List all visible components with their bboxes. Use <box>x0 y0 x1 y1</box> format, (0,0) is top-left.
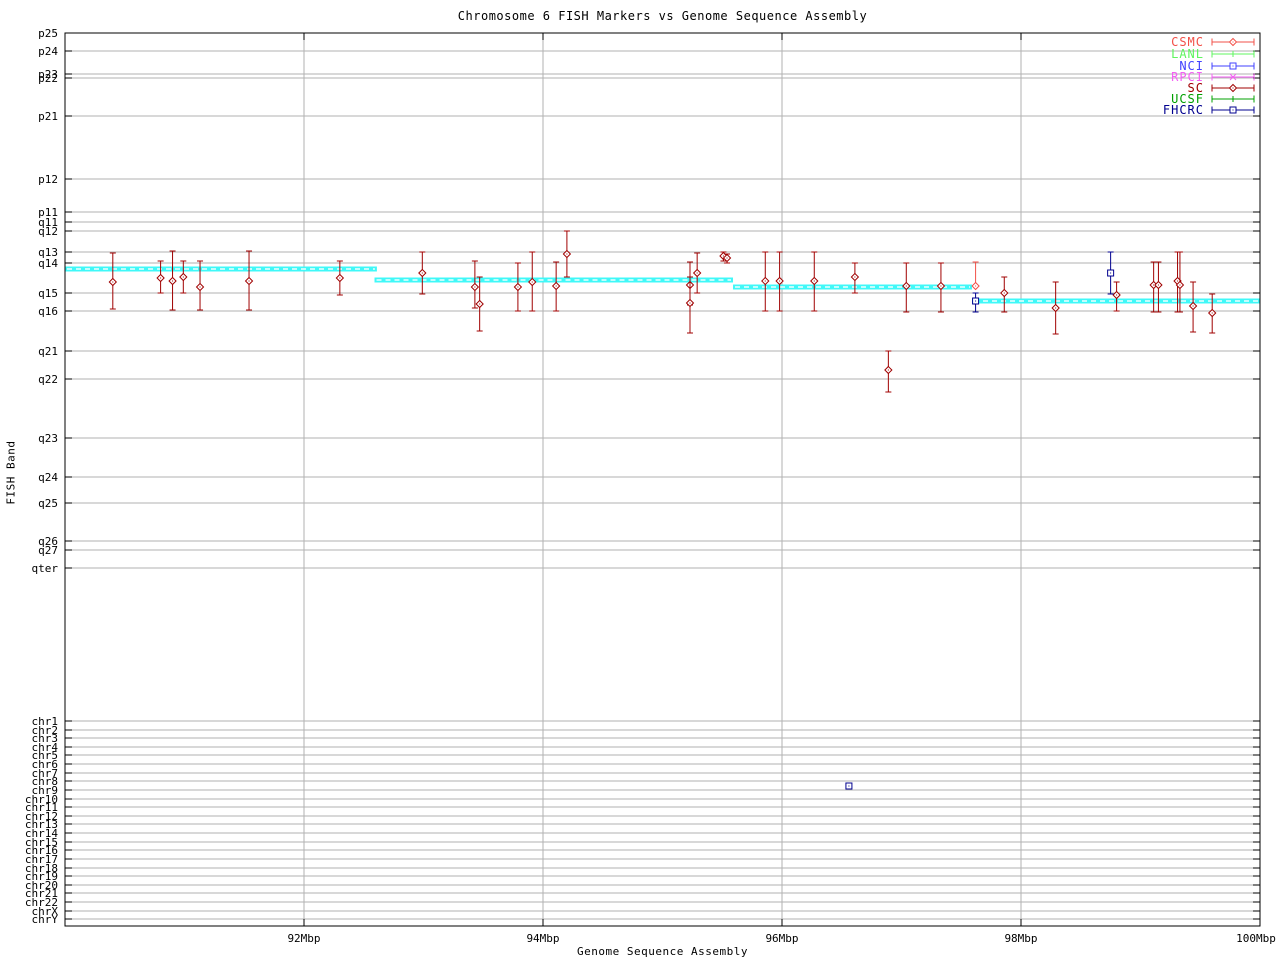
series-CSMC <box>971 261 980 291</box>
series-FHCRC <box>845 251 1115 790</box>
y-tick-label: chr5 <box>32 749 59 762</box>
y-tick-label: chr8 <box>32 775 59 788</box>
x-tick-label: 94Mbp <box>526 932 559 945</box>
y-tick-label: chr9 <box>32 784 59 797</box>
legend-label-LANL: LANL <box>1171 47 1204 61</box>
y-tick-label: chr20 <box>25 879 58 892</box>
assembly-track <box>65 266 1260 304</box>
y-tick-label: chr17 <box>25 853 58 866</box>
y-tick-label: chr3 <box>32 732 59 745</box>
y-tick-label: q16 <box>38 305 58 318</box>
y-tick-label: p25 <box>38 27 58 40</box>
y-tick-label: p22 <box>38 72 58 85</box>
legend-label-UCSF: UCSF <box>1171 92 1204 106</box>
y-tick-label: q13 <box>38 246 58 259</box>
y-tick-label: p24 <box>38 45 58 58</box>
y-tick-label: q21 <box>38 345 58 358</box>
legend-label-SC: SC <box>1188 81 1204 95</box>
y-tick-label: chr11 <box>25 801 58 814</box>
y-tick-label: chr14 <box>25 827 58 840</box>
y-tick-label: chr21 <box>25 887 58 900</box>
y-tick-label: chr6 <box>32 758 59 771</box>
y-tick-label: chr22 <box>25 896 58 909</box>
y-tick-label: qter <box>32 562 59 575</box>
y-tick-label: chr10 <box>25 793 58 806</box>
y-tick-label: chrX <box>32 905 59 918</box>
y-tick-label: q26 <box>38 535 58 548</box>
x-tick-label: 96Mbp <box>765 932 798 945</box>
y-tick-label: chr16 <box>25 844 58 857</box>
series-SC <box>108 230 1217 393</box>
y-tick-label: q14 <box>38 257 58 270</box>
y-tick-label: p23 <box>38 68 58 81</box>
y-tick-label: q23 <box>38 432 58 445</box>
y-tick-label: chr19 <box>25 870 58 883</box>
y-tick-label: chr1 <box>32 715 59 728</box>
y-tick-label: q15 <box>38 287 58 300</box>
legend-label-RPCI: RPCI <box>1171 70 1204 84</box>
y-tick-label: q12 <box>38 225 58 238</box>
axes <box>64 32 1261 927</box>
y-tick-label: chr2 <box>32 724 59 737</box>
y-tick-label: chr7 <box>32 767 59 780</box>
x-tick-label: 98Mbp <box>1004 932 1037 945</box>
x-tick-label: 100Mbp <box>1236 932 1276 945</box>
chart-title: Chromosome 6 FISH Markers vs Genome Sequ… <box>457 9 868 23</box>
y-tick-label: q25 <box>38 497 58 510</box>
y-tick-label: chr15 <box>25 836 58 849</box>
y-tick-label: q24 <box>38 471 58 484</box>
x-axis-title: Genome Sequence Assembly <box>577 945 748 958</box>
y-tick-label: p12 <box>38 173 58 186</box>
y-tick-label: chr12 <box>25 810 58 823</box>
legend-label-CSMC: CSMC <box>1171 35 1204 49</box>
y-tick-label: p11 <box>38 206 58 219</box>
gridlines <box>65 32 1261 926</box>
legend-label-FHCRC: FHCRC <box>1163 103 1204 117</box>
y-tick-label: p21 <box>38 110 58 123</box>
y-tick-label: q22 <box>38 373 58 386</box>
legend-label-NCI: NCI <box>1179 59 1204 73</box>
y-tick-label: q27 <box>38 544 58 557</box>
y-tick-label: chr18 <box>25 862 58 875</box>
x-tick-label: 92Mbp <box>287 932 320 945</box>
y-tick-label: q11 <box>38 216 58 229</box>
y-tick-label: chr4 <box>32 741 59 754</box>
y-tick-label: chrY <box>32 913 59 926</box>
y-tick-label: chr13 <box>25 818 58 831</box>
